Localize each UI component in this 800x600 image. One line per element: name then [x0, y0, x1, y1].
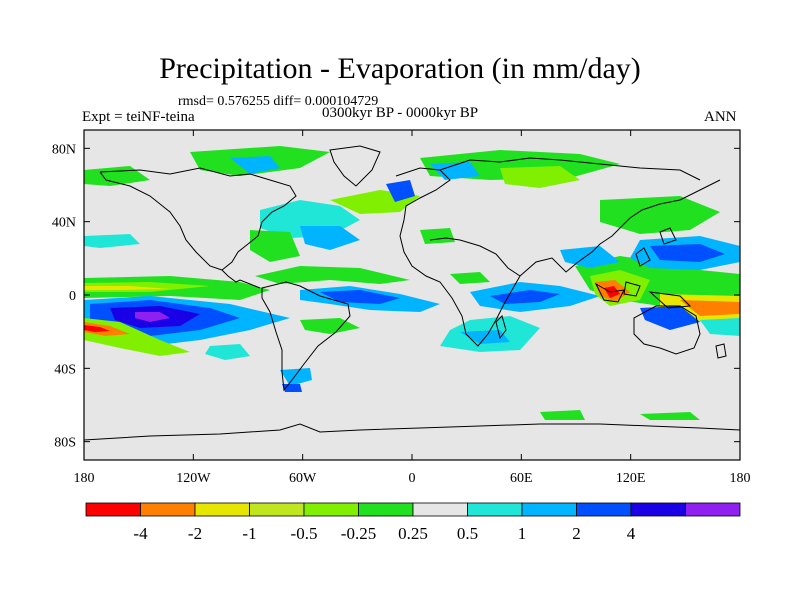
colorbar-swatch — [249, 502, 305, 517]
colorbar-label: -0.5 — [291, 524, 318, 543]
lon-tick-label: 120E — [616, 471, 646, 486]
page-title: Precipitation - Evaporation (in mm/day) — [159, 52, 641, 85]
lat-tick-label: 40N — [52, 216, 76, 231]
colorbar-swatch — [467, 502, 523, 517]
colorbar-label: 0.5 — [457, 524, 478, 543]
lon-tick-label: 60W — [289, 471, 317, 486]
colorbar-swatch — [303, 502, 359, 517]
colorbar-label: 4 — [627, 524, 636, 543]
lat-tick-label: 80S — [54, 436, 76, 451]
colorbar-label: 2 — [572, 524, 581, 543]
colorbar-swatch — [412, 502, 468, 517]
colorbar-label: -0.25 — [341, 524, 376, 543]
experiment-label: Expt = teiNF-teina — [82, 109, 195, 125]
colorbar-label: -1 — [242, 524, 256, 543]
colorbar-swatch — [358, 502, 414, 517]
lat-tick-label: 0 — [69, 289, 76, 304]
colorbar-swatch — [140, 502, 196, 517]
lon-tick-label: 0 — [409, 471, 416, 486]
colorbar-swatch — [85, 502, 141, 517]
period-label: 0300kyr BP - 0000kyr BP — [322, 105, 479, 121]
colorbar-swatch — [685, 502, 741, 517]
lon-tick-label: 60E — [510, 471, 533, 486]
axis-ticks: 180 120W 60W 0 60E 120E 180 80N 40N 0 40S 80S — [52, 130, 751, 486]
colorbar-swatch — [576, 502, 632, 517]
colorbar-label: 1 — [518, 524, 527, 543]
colorbar-label: 0.25 — [398, 524, 428, 543]
lat-tick-label: 40S — [54, 362, 76, 377]
colorbar-swatch — [630, 502, 686, 517]
coastlines — [84, 145, 740, 441]
lon-tick-label: 180 — [74, 471, 95, 486]
lon-tick-label: 120W — [176, 471, 211, 486]
season-label: ANN — [704, 109, 737, 125]
lat-tick-label: 80N — [52, 142, 76, 157]
colorbar-swatch — [194, 502, 250, 517]
stats-label: rmsd= 0.576255 diff= 0.000104729 — [178, 94, 379, 109]
pe-anomaly-field — [84, 146, 740, 420]
colorbar-label: -4 — [133, 524, 148, 543]
lon-tick-label: 180 — [730, 471, 751, 486]
colorbar-label: -2 — [188, 524, 202, 543]
colorbar-swatch — [521, 502, 577, 517]
colorbar: -4 -2 -1 -0.5 -0.25 0.25 0.5 1 2 4 — [85, 502, 741, 543]
